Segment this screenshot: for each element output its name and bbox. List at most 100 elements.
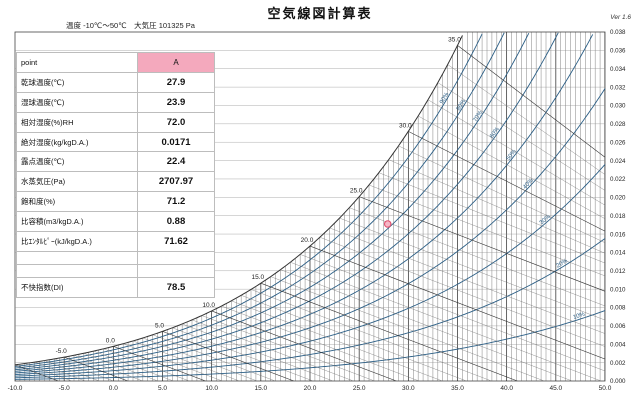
wet-bulb-line — [457, 45, 605, 381]
wet-bulb-line — [123, 343, 223, 381]
point-header-label: point — [16, 52, 138, 73]
wet-bulb-line — [241, 295, 467, 381]
x-tick-label: 25.0 — [353, 385, 366, 392]
x-tick-label: 20.0 — [304, 385, 317, 392]
relative-humidity-value: 72.0 — [137, 111, 215, 133]
vapor-pressure-label: 水蒸気圧(Pa) — [16, 171, 138, 193]
y-tick-label: 0.038 — [610, 29, 626, 36]
wet-bulb-line — [221, 305, 420, 381]
y-tick-label: 0.016 — [610, 231, 626, 238]
y-tick-label: 0.010 — [610, 286, 626, 293]
wet-bulb-label: 5.0 — [155, 322, 164, 329]
wet-bulb-value[interactable]: 23.9 — [137, 91, 215, 113]
wet-bulb-line — [142, 337, 258, 381]
discomfort-index-label: 不快指数(DI) — [16, 276, 138, 298]
wet-bulb-line — [172, 327, 314, 381]
y-tick-label: 0.002 — [610, 360, 626, 367]
wet-bulb-line — [427, 99, 605, 381]
x-tick-label: 10.0 — [205, 385, 218, 392]
table-row: 相対湿度(%)RH 72.0 — [16, 111, 215, 133]
dry-bulb-label: 乾球温度(℃) — [16, 71, 138, 93]
wet-bulb-label: 20.0 — [301, 237, 314, 244]
wet-bulb-label: 0.0 — [106, 337, 115, 344]
rh-curve — [14, 32, 530, 371]
wet-bulb-line — [447, 64, 605, 381]
wet-bulb-line — [211, 310, 397, 381]
wet-bulb-line — [24, 363, 72, 381]
conditions-text: 温度 -10℃～50℃ 大気圧 101325 Pa — [66, 21, 195, 30]
rh-curve — [14, 33, 483, 367]
wet-bulb-line — [64, 356, 129, 381]
rh-label: 90% — [439, 91, 451, 105]
wet-bulb-line — [182, 323, 334, 381]
table-row: 湿球温度(℃) 23.9 — [16, 91, 215, 113]
absolute-humidity-value: 0.0171 — [137, 131, 215, 153]
wet-bulb-line — [290, 262, 602, 381]
dew-point-value: 22.4 — [137, 151, 215, 173]
specific-volume-label: 比容積(m3/kgD.A.) — [16, 211, 138, 233]
specific-volume-value: 0.88 — [137, 211, 215, 233]
wet-bulb-line — [231, 300, 443, 381]
wet-bulb-line — [152, 334, 276, 381]
x-tick-label: 0.0 — [109, 385, 118, 392]
point-name[interactable]: A — [137, 52, 215, 73]
wet-bulb-line — [329, 227, 605, 381]
wet-bulb-line — [319, 237, 605, 381]
wet-bulb-label: 湿球温度(℃) — [16, 91, 138, 113]
calculation-table: point A 乾球温度(℃) 27.9 湿球温度(℃) 23.9 相対湿度(%… — [16, 52, 215, 298]
wet-bulb-label: 25.0 — [350, 188, 363, 195]
wet-bulb-line — [103, 348, 190, 381]
x-tick-label: 30.0 — [402, 385, 415, 392]
saturation-curve — [14, 35, 463, 366]
y-tick-label: 0.000 — [610, 378, 626, 385]
x-tick-label: 15.0 — [255, 385, 268, 392]
y-tick-label: 0.032 — [610, 84, 626, 91]
y-tick-label: 0.028 — [610, 121, 626, 128]
wet-bulb-line — [309, 245, 605, 381]
rh-curve — [14, 88, 606, 375]
wet-bulb-line — [418, 115, 605, 381]
rh-curve — [14, 238, 606, 379]
y-tick-label: 0.030 — [610, 103, 626, 110]
discomfort-index-value: 78.5 — [137, 276, 215, 298]
wet-bulb-line — [83, 353, 158, 381]
rh-curve — [14, 32, 505, 369]
wet-bulb-line — [359, 196, 605, 381]
y-tick-label: 0.024 — [610, 158, 626, 165]
table-row: 水蒸気圧(Pa) 2707.97 — [16, 171, 215, 193]
rh-label: 80% — [456, 98, 468, 112]
saturation-value: 71.2 — [137, 191, 215, 213]
y-tick-label: 0.018 — [610, 213, 626, 220]
y-tick-label: 0.022 — [610, 176, 626, 183]
dry-bulb-value[interactable]: 27.9 — [137, 71, 215, 93]
wet-bulb-line — [162, 331, 295, 381]
wet-bulb-line — [408, 131, 605, 381]
table-row: 不快指数(DI) 78.5 — [16, 276, 215, 298]
y-tick-label: 0.006 — [610, 323, 626, 330]
wet-bulb-line — [339, 217, 605, 381]
wet-bulb-line — [368, 184, 605, 381]
chart-title: 空気線図計算表 — [267, 6, 373, 21]
table-row: 露点温度(℃) 22.4 — [16, 151, 215, 173]
wet-bulb-label: 30.0 — [399, 122, 412, 129]
wet-bulb-line — [44, 360, 100, 381]
table-row: 比容積(m3/kgD.A.) 0.88 — [16, 211, 215, 233]
x-tick-label: 45.0 — [550, 385, 563, 392]
y-tick-label: 0.004 — [610, 341, 626, 348]
absolute-humidity-label: 絶対湿度(kg/kgD.A.) — [16, 131, 138, 153]
wet-bulb-label: 15.0 — [252, 274, 265, 281]
relative-humidity-label: 相対湿度(%)RH — [16, 111, 138, 133]
x-tick-label: 40.0 — [500, 385, 513, 392]
y-tick-label: 0.012 — [610, 268, 626, 275]
vapor-pressure-value: 2707.97 — [137, 171, 215, 193]
table-row — [16, 250, 215, 265]
wet-bulb-line — [34, 361, 86, 381]
table-row: 比ｴﾝﾀﾙﾋﾟｰ(kJ/kgD.A.) 71.62 — [16, 231, 215, 252]
table-row: point A — [16, 52, 215, 73]
wet-bulb-line — [15, 364, 59, 381]
wet-bulb-line — [270, 276, 545, 381]
y-tick-label: 0.014 — [610, 250, 626, 257]
rh-curve — [14, 34, 594, 374]
table-row: 飽和度(%) 71.2 — [16, 191, 215, 213]
y-tick-label: 0.034 — [610, 66, 626, 73]
